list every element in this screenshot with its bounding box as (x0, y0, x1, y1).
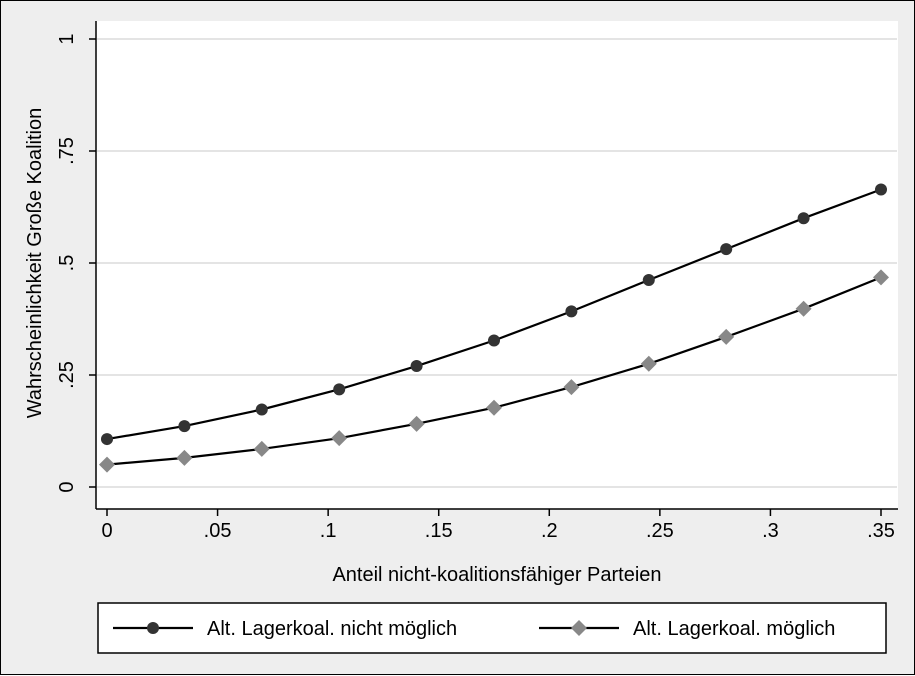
data-point-circle (333, 383, 346, 396)
data-point-diamond (563, 379, 580, 396)
data-point-diamond (795, 300, 812, 317)
y-axis-title: Wahrscheinlichkeit Große Koalition (24, 108, 46, 419)
y-tick-label: 1 (56, 33, 78, 44)
legend-items: Alt. Lagerkoal. nicht möglich Alt. Lagerk… (113, 618, 835, 640)
grid-lines (97, 38, 897, 488)
x-axis-ticks: 0 .05 .1 .15 .2 .25 .3 .35 (101, 509, 895, 542)
x-tick-label: 0 (101, 520, 112, 542)
data-point-diamond (331, 430, 348, 447)
series-1 (101, 183, 887, 446)
x-tick-label: .15 (425, 520, 453, 542)
series-2 (99, 269, 889, 473)
data-point-diamond (99, 456, 115, 473)
data-point-diamond (253, 440, 270, 457)
legend-marker (571, 620, 587, 636)
x-tick-label: .2 (541, 520, 558, 542)
plot-area (96, 21, 898, 509)
legend-marker (147, 622, 159, 634)
legend-item-2: Alt. Lagerkoal. möglich (539, 618, 835, 640)
data-point-diamond (873, 269, 889, 286)
y-tick-label: .5 (56, 255, 78, 272)
series-layer (99, 183, 889, 473)
data-point-diamond (408, 415, 425, 432)
y-axis-ticks: 0 .25 .5 .75 1 (56, 33, 96, 493)
legend-label: Alt. Lagerkoal. nicht möglich (207, 618, 457, 640)
data-point-circle (410, 360, 423, 373)
data-point-circle (488, 334, 500, 347)
y-tick-label: .25 (56, 361, 78, 389)
legend-label: Alt. Lagerkoal. möglich (633, 618, 835, 640)
x-tick-label: .25 (646, 520, 674, 542)
data-point-diamond (718, 328, 735, 345)
x-tick-label: .3 (762, 520, 779, 542)
data-point-circle (875, 183, 887, 196)
data-point-circle (720, 243, 733, 256)
x-tick-label: .1 (320, 520, 337, 542)
x-axis-title: Anteil nicht-koalitionsfähiger Parteien (332, 564, 661, 586)
data-point-diamond (486, 399, 502, 416)
legend: Alt. Lagerkoal. nicht möglich Alt. Lagerk… (97, 602, 887, 654)
data-point-circle (797, 212, 810, 225)
data-point-diamond (640, 355, 657, 372)
legend-item-1: Alt. Lagerkoal. nicht möglich (113, 618, 457, 640)
x-tick-label: .35 (867, 520, 895, 542)
x-tick-label: .05 (204, 520, 232, 542)
y-tick-label: .75 (56, 137, 78, 165)
data-point-circle (255, 403, 268, 416)
legend-box (97, 602, 887, 654)
y-tick-label: 0 (56, 481, 78, 492)
data-point-circle (642, 274, 655, 287)
data-point-diamond (176, 449, 193, 466)
data-point-circle (565, 305, 578, 318)
data-point-circle (178, 420, 191, 433)
data-point-circle (101, 433, 113, 446)
